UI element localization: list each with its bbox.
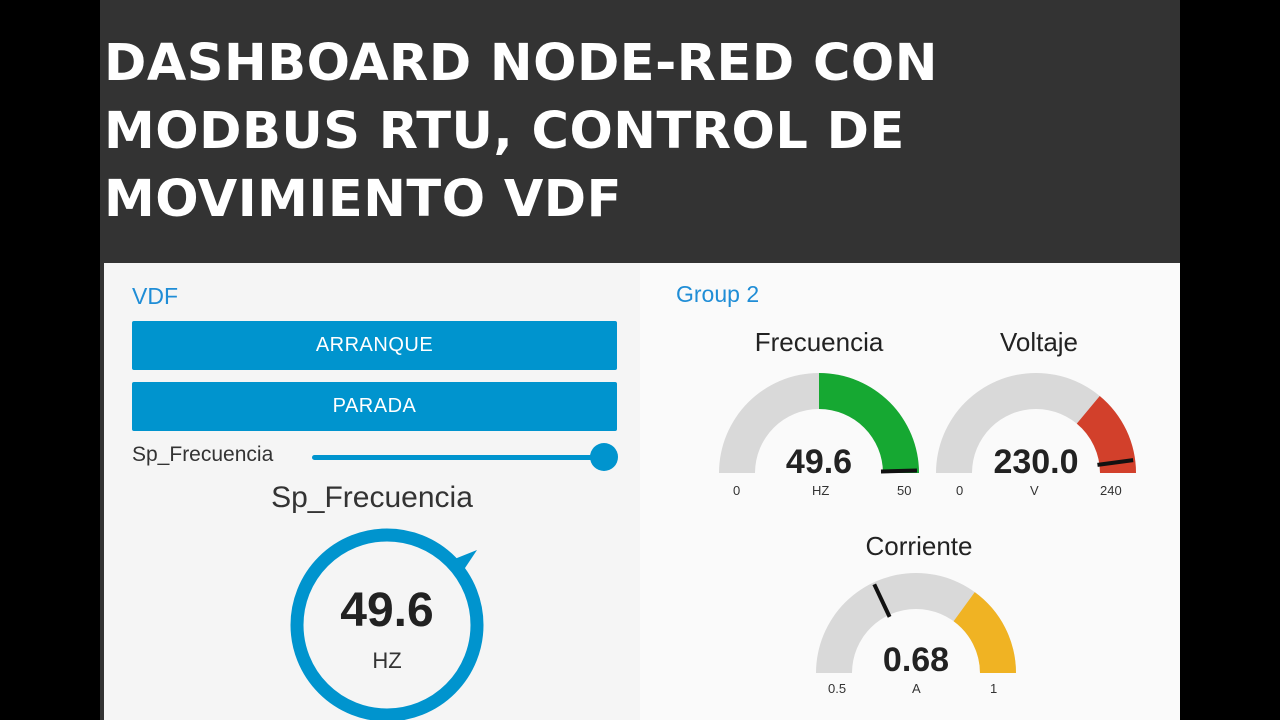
setpoint-knob[interactable] (287, 525, 487, 720)
gauge-needle (880, 468, 918, 474)
gauge-level (819, 373, 919, 473)
title-line-2: MODBUS RTU, CONTROL DE (104, 102, 905, 161)
gauge-min-corriente: 0.5 (828, 681, 847, 696)
group-2: Group 2 Frecuencia 49.6 0 HZ 50 Voltaje … (640, 263, 1180, 720)
knob-value: 49.6 (340, 584, 434, 637)
gauge-max-frecuencia: 50 (897, 483, 912, 498)
slider-label: Sp_Frecuencia (132, 443, 274, 466)
gauge-unit-corriente: A (912, 681, 921, 696)
gauge-needle (1097, 458, 1134, 467)
title-line-3: MOVIMIENTO VDF (104, 170, 622, 229)
gauge-value-voltaje: 230.0 (993, 443, 1079, 481)
slider-track[interactable] (312, 455, 604, 460)
gauge-min-frecuencia: 0 (733, 483, 741, 498)
frequency-slider[interactable]: Sp_Frecuencia (132, 439, 622, 475)
slider-handle[interactable] (590, 443, 618, 471)
gauge-level (953, 592, 1016, 673)
gauge-title-corriente: Corriente (865, 531, 973, 561)
voltage-gauge (936, 373, 1136, 473)
gauge-unit-voltaje: V (1030, 483, 1039, 498)
gauge-level (1076, 395, 1136, 473)
dashboard: VDF ARRANQUE PARADA Sp_Frecuencia Sp_Fre… (104, 263, 1180, 720)
group-title-2: Group 2 (676, 281, 760, 307)
current-gauge (816, 573, 1016, 673)
group-title-vdf: VDF (132, 283, 178, 309)
start-button[interactable]: ARRANQUE (132, 321, 617, 370)
title-line-1: DASHBOARD NODE-RED CON (104, 34, 938, 93)
gauge-max-voltaje: 240 (1100, 483, 1122, 498)
title-banner: DASHBOARD NODE-RED CON MODBUS RTU, CONTR… (100, 30, 1180, 234)
gauge-needle (872, 583, 892, 618)
gauge-value-frecuencia: 49.6 (785, 443, 853, 481)
gauge-title-frecuencia: Frecuencia (754, 327, 884, 357)
knob-ring (290, 528, 484, 720)
gauge-track (936, 373, 1136, 473)
gauge-max-corriente: 1 (990, 681, 998, 696)
gauge-min-voltaje: 0 (956, 483, 964, 498)
knob-pointer (447, 550, 477, 577)
knob-unit: HZ (372, 648, 402, 673)
knob-title: Sp_Frecuencia (271, 481, 473, 514)
gauge-value-corriente: 0.68 (882, 641, 950, 679)
frequency-gauge (719, 373, 919, 474)
gauge-track (816, 573, 1016, 673)
stop-button[interactable]: PARADA (132, 382, 617, 431)
video-frame: DASHBOARD NODE-RED CON MODBUS RTU, CONTR… (100, 0, 1180, 720)
gauge-unit-frecuencia: HZ (812, 483, 830, 498)
gauge-title-voltaje: Voltaje (999, 327, 1079, 357)
group-vdf: VDF ARRANQUE PARADA Sp_Frecuencia Sp_Fre… (104, 263, 640, 720)
